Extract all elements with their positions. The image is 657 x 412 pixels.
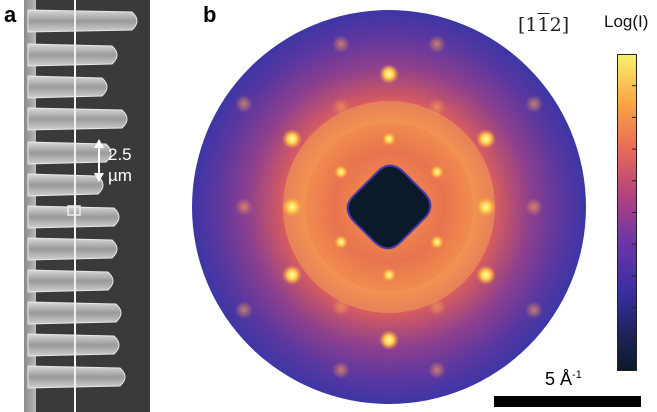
colorbar-ticks xyxy=(632,85,637,340)
colorbar-title: Log(I) xyxy=(604,12,649,31)
bragg-spot xyxy=(282,197,302,217)
zone-axis-suffix: 2] xyxy=(549,14,570,36)
comb-tooth xyxy=(27,333,120,357)
sem-marker-box xyxy=(67,205,81,216)
bragg-spot xyxy=(282,129,302,149)
bragg-spot-weak xyxy=(332,361,350,379)
bragg-spot-weak xyxy=(332,35,350,53)
sem-image xyxy=(24,0,150,412)
reciprocal-scale-label: 5 Å-1 xyxy=(545,369,582,390)
bragg-spot-weak xyxy=(235,198,253,216)
bragg-spot xyxy=(382,132,396,146)
zone-axis-bar-index: 1 xyxy=(537,14,550,36)
bragg-spot xyxy=(382,268,396,282)
bragg-spot xyxy=(430,235,444,249)
comb-tooth xyxy=(27,269,114,293)
panel-label-b: b xyxy=(203,2,217,27)
bragg-spot-weak xyxy=(428,298,446,316)
bragg-spot-weak xyxy=(525,95,543,113)
diffraction-pattern xyxy=(180,0,610,412)
zone-axis-prefix: [1 xyxy=(518,14,538,36)
bragg-spot xyxy=(334,235,348,249)
comb-tooth xyxy=(27,75,108,99)
comb-tooth xyxy=(27,141,112,165)
zone-axis-label: [112] xyxy=(518,14,569,36)
beamstop xyxy=(346,164,432,250)
comb-tooth xyxy=(27,173,104,197)
bragg-spot xyxy=(282,265,302,285)
reciprocal-scale-value: 5 Å xyxy=(545,369,573,389)
comb-tooth xyxy=(27,43,118,67)
comb-tooth xyxy=(27,9,138,33)
sem-scale-unit: µm xyxy=(108,166,132,185)
bragg-spot-weak xyxy=(428,98,446,116)
colorbar xyxy=(617,54,637,371)
sem-scale-value: 2.5 xyxy=(108,145,132,164)
bragg-spot xyxy=(476,197,496,217)
bragg-spot xyxy=(476,265,496,285)
bragg-spot-weak xyxy=(428,35,446,53)
bragg-spot xyxy=(379,64,399,84)
bragg-spot-weak xyxy=(428,361,446,379)
bragg-spot xyxy=(476,129,496,149)
comb-tooth xyxy=(27,365,126,389)
comb-tooth xyxy=(27,107,128,131)
bragg-spot xyxy=(430,165,444,179)
bragg-spot-weak xyxy=(525,301,543,319)
bragg-spot-weak xyxy=(235,301,253,319)
comb-tooth xyxy=(27,205,120,229)
sem-scale-annotation: 2.5 µm xyxy=(108,144,132,186)
bragg-spot-weak xyxy=(332,298,350,316)
reciprocal-scale-exponent: -1 xyxy=(572,369,582,381)
bragg-spot xyxy=(334,165,348,179)
double-arrow-icon xyxy=(94,139,104,182)
bragg-spot-weak xyxy=(235,95,253,113)
bragg-spot xyxy=(379,330,399,350)
scale-bar xyxy=(494,396,641,407)
comb-tooth xyxy=(27,237,118,261)
panel-label-a: a xyxy=(4,2,17,27)
bragg-spot-weak xyxy=(525,198,543,216)
bragg-spot-weak xyxy=(332,98,350,116)
